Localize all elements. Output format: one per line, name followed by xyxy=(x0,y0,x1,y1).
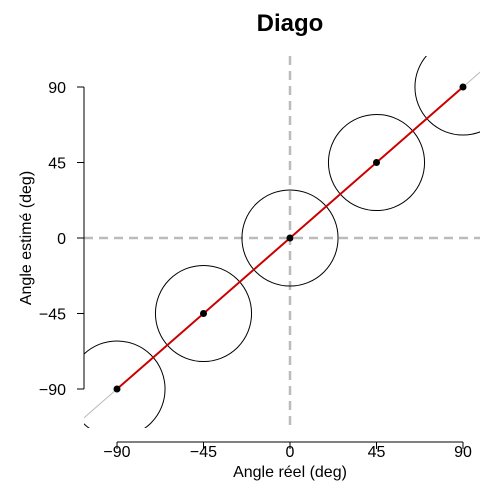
data-point-4 xyxy=(373,159,380,166)
x-axis-label: Angle réel (deg) xyxy=(233,464,347,481)
uncertainty-circle-1 xyxy=(84,340,166,428)
y-tick-label: 45 xyxy=(48,156,66,173)
chart-title: Diago xyxy=(257,10,324,37)
y-tick-label: 0 xyxy=(57,231,66,248)
axes: −90 −45 0 45 90 −90 −45 0 45 90 xyxy=(39,80,472,461)
data-point-1 xyxy=(113,385,121,393)
data-point-3 xyxy=(286,234,294,242)
uncertainty-circle-5 xyxy=(414,56,480,136)
x-tick-label: 45 xyxy=(368,444,386,461)
uncertainty-circle-3 xyxy=(241,189,339,287)
y-axis-label: Angle estimé (deg) xyxy=(18,171,35,305)
data-point-5 xyxy=(459,83,467,91)
plot-area xyxy=(84,56,480,428)
uncertainty-circle-4 xyxy=(327,113,426,212)
x-tick-label: −45 xyxy=(190,444,217,461)
y-tick-label: −45 xyxy=(39,307,66,324)
y-tick-label: 90 xyxy=(48,80,66,97)
x-tick-label: −90 xyxy=(103,444,130,461)
y-tick-label: −90 xyxy=(39,382,66,399)
data-point-2 xyxy=(200,310,207,317)
x-tick-label: 90 xyxy=(454,444,472,461)
uncertainty-circle-2 xyxy=(154,264,253,363)
x-tick-label: 0 xyxy=(286,444,295,461)
